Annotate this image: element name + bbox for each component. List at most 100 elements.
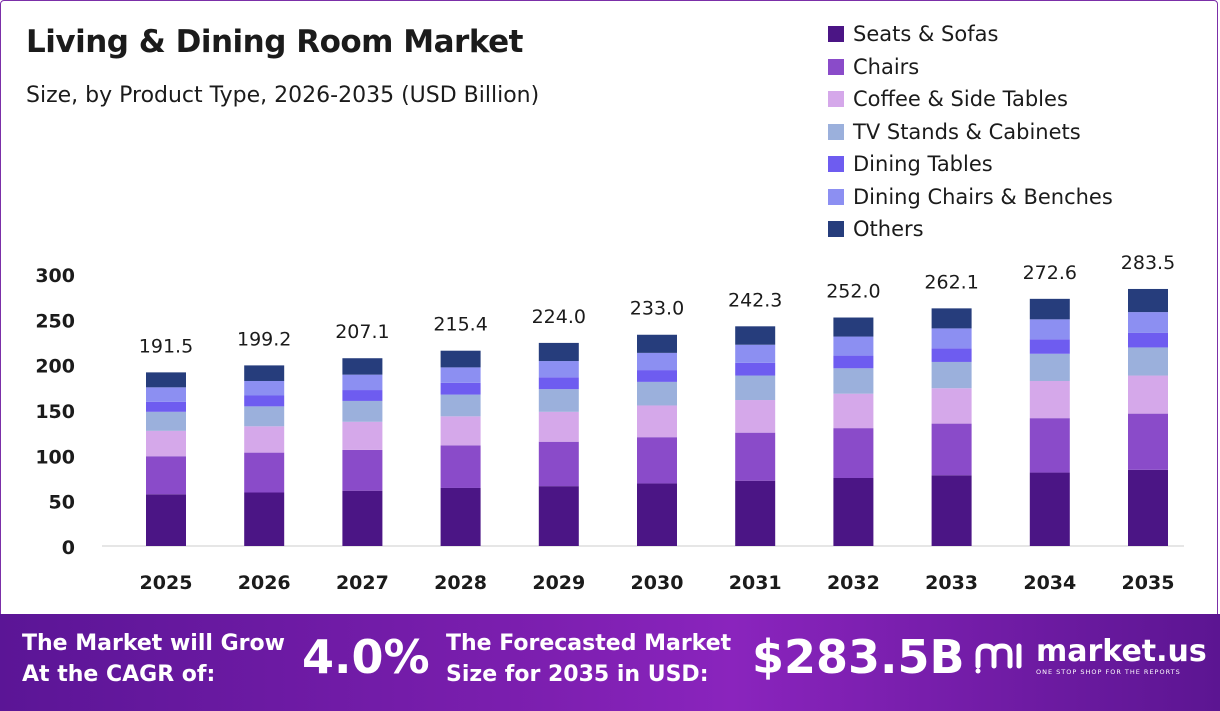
y-tick-label: 0 <box>62 537 75 559</box>
y-tick-label: 50 <box>49 492 75 514</box>
bar-total-label: 233.0 <box>630 298 684 320</box>
bar-segment <box>538 486 579 546</box>
cagr-caption: The Market will Grow At the CAGR of: <box>22 628 285 690</box>
bar-total-label: 252.0 <box>826 281 880 303</box>
cagr-caption-line2: At the CAGR of: <box>22 662 216 687</box>
bar-segment <box>342 421 383 450</box>
bar-segment <box>146 494 186 546</box>
forecast-caption: The Forecasted Market Size for 2035 in U… <box>446 628 731 690</box>
y-tick-label: 150 <box>35 401 75 423</box>
bar-segment <box>538 361 579 378</box>
bar-segment <box>1128 469 1168 546</box>
bar-segment <box>735 400 776 433</box>
bar-segment <box>931 388 972 424</box>
bar-segment <box>538 411 579 442</box>
bar-segment <box>833 393 874 429</box>
bar-segment <box>735 480 776 546</box>
legend-item: Seats & Sofas <box>828 18 1113 51</box>
legend-item: Dining Tables <box>828 148 1113 181</box>
x-tick-label: 2025 <box>140 572 193 594</box>
bar-total-label: 242.3 <box>728 289 782 311</box>
bar-segment <box>1029 319 1070 340</box>
legend-item: Dining Chairs & Benches <box>828 181 1113 214</box>
bar-segment <box>146 411 186 431</box>
forecast-value: $283.5B <box>752 630 965 684</box>
bar-segment <box>146 387 186 402</box>
bar-segment <box>931 308 972 329</box>
bar-segment <box>833 478 874 546</box>
bar-segment <box>931 348 972 362</box>
x-tick-label: 2027 <box>336 572 389 594</box>
x-tick-label: 2032 <box>827 572 880 594</box>
legend-swatch <box>828 188 844 205</box>
legend-item: Chairs <box>828 51 1113 84</box>
x-tick-label: 2030 <box>631 572 684 594</box>
legend-swatch <box>828 221 844 238</box>
bar-segment <box>1128 413 1168 470</box>
y-tick-label: 200 <box>35 356 75 378</box>
bar-total-label: 283.5 <box>1121 252 1175 274</box>
bar-total-label: 191.5 <box>139 335 193 357</box>
bar-segment <box>833 428 874 478</box>
bar-segment <box>1029 298 1070 320</box>
bar-segment <box>342 358 383 375</box>
bar-segment <box>440 367 481 383</box>
brand-tagline: ONE STOP SHOP FOR THE REPORTS <box>1036 668 1181 676</box>
legend-label: TV Stands & Cabinets <box>853 119 1081 144</box>
y-tick-label: 100 <box>35 446 75 468</box>
legend-label: Chairs <box>853 54 920 79</box>
bar-segment <box>440 394 481 417</box>
legend-label: Coffee & Side Tables <box>853 87 1068 112</box>
bar-segment <box>146 372 186 388</box>
legend: Seats & Sofas Chairs Coffee & Side Tables T… <box>828 18 1113 246</box>
bar-segment <box>1128 288 1168 313</box>
x-tick-label: 2029 <box>532 572 585 594</box>
bar-segment <box>440 445 481 488</box>
bar-segment <box>538 342 579 362</box>
y-tick-label: 250 <box>35 310 75 332</box>
bar-segment <box>637 405 677 438</box>
bar-segment <box>931 328 972 349</box>
bar-segment <box>342 400 383 422</box>
y-tick-label: 300 <box>35 265 75 287</box>
legend-label: Dining Chairs & Benches <box>853 184 1113 209</box>
bar-segment <box>735 432 776 481</box>
bar-total-label: 199.2 <box>237 328 291 350</box>
chart-title: Living & Dining Room Market <box>26 24 523 60</box>
legend-swatch <box>828 91 844 108</box>
bar-segment <box>1128 312 1168 333</box>
x-tick-label: 2031 <box>729 572 782 594</box>
legend-swatch <box>828 26 844 43</box>
bar-segment <box>1029 380 1070 419</box>
bar-segment <box>538 377 579 390</box>
x-tick-label: 2026 <box>238 572 291 594</box>
bar-segment <box>342 374 383 391</box>
bar-segment <box>735 375 776 401</box>
bar-segment <box>1029 339 1070 354</box>
bar-segment <box>342 449 383 491</box>
bar-segment <box>1029 418 1070 473</box>
bar-segment <box>637 370 677 382</box>
bar-segment <box>440 416 481 446</box>
legend-item: Coffee & Side Tables <box>828 83 1113 116</box>
bar-segment <box>146 401 186 412</box>
bar-segment <box>1128 332 1168 348</box>
bar-segment <box>440 350 481 368</box>
x-tick-label: 2033 <box>925 572 978 594</box>
bar-segment <box>833 355 874 369</box>
bar-segment <box>1128 375 1168 414</box>
bar-segment <box>735 362 776 376</box>
bar-segment <box>538 389 579 412</box>
footer-banner: The Market will Grow At the CAGR of: 4.0… <box>0 614 1220 711</box>
bar-segment <box>931 475 972 546</box>
bar-segment <box>244 365 285 381</box>
bar-segment <box>735 326 776 345</box>
bar-total-label: 262.1 <box>924 271 978 293</box>
bar-segment <box>538 441 579 487</box>
bar-segment <box>440 382 481 395</box>
x-tick-label: 2034 <box>1023 572 1076 594</box>
bar-segment <box>244 395 285 407</box>
forecast-caption-line2: Size for 2035 in USD: <box>446 662 709 687</box>
brand-name: market.us <box>1036 634 1207 669</box>
legend-swatch <box>828 156 844 173</box>
